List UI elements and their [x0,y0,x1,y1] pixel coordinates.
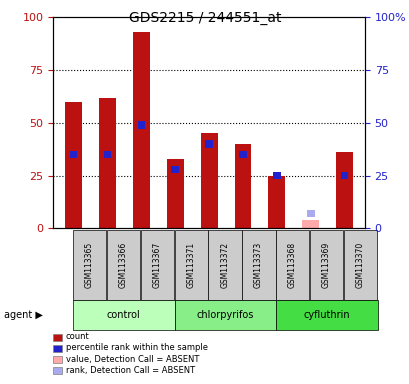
Text: control: control [107,310,140,320]
Bar [309,230,342,300]
Bar [106,230,140,300]
Bar [53,367,62,374]
Bar [65,102,82,228]
Bar [234,144,251,228]
Bar [166,159,183,228]
Text: value, Detection Call = ABSENT: value, Detection Call = ABSENT [65,354,198,364]
Text: GSM113370: GSM113370 [355,242,364,288]
Text: GDS2215 / 244551_at: GDS2215 / 244551_at [128,11,281,25]
Text: GSM113366: GSM113366 [118,242,127,288]
Bar [171,166,179,173]
Text: count: count [65,333,89,341]
Bar [335,152,352,228]
Bar [242,230,275,300]
Bar [340,172,348,179]
Text: agent ▶: agent ▶ [4,310,43,320]
Text: rank, Detection Call = ABSENT: rank, Detection Call = ABSENT [65,366,194,375]
Bar [174,300,276,330]
Text: percentile rank within the sample: percentile rank within the sample [65,344,207,353]
Text: GSM113371: GSM113371 [186,242,195,288]
Bar [268,176,285,228]
Text: cyfluthrin: cyfluthrin [303,310,349,320]
Text: GSM113365: GSM113365 [85,242,94,288]
Text: GSM113367: GSM113367 [152,242,161,288]
Bar [208,230,241,300]
Text: GSM113369: GSM113369 [321,242,330,288]
Bar [70,151,77,158]
Bar [343,230,376,300]
Bar [53,345,62,352]
Bar [306,210,314,217]
Bar [73,230,106,300]
Bar [140,230,173,300]
Bar [103,151,111,158]
Bar [200,134,217,228]
Bar [53,356,62,363]
Bar [174,230,207,300]
Bar [53,334,62,341]
Text: chlorpyrifos: chlorpyrifos [196,310,254,320]
Text: GSM113372: GSM113372 [220,242,229,288]
Bar [276,230,309,300]
Text: GSM113368: GSM113368 [287,242,296,288]
Bar [73,300,174,330]
Bar [99,98,116,228]
Bar [133,32,149,228]
Text: GSM113373: GSM113373 [254,242,263,288]
Bar [238,151,246,158]
Bar [276,300,377,330]
Bar [272,172,280,179]
Bar [205,140,212,148]
Bar [137,121,145,129]
Bar [301,220,318,228]
